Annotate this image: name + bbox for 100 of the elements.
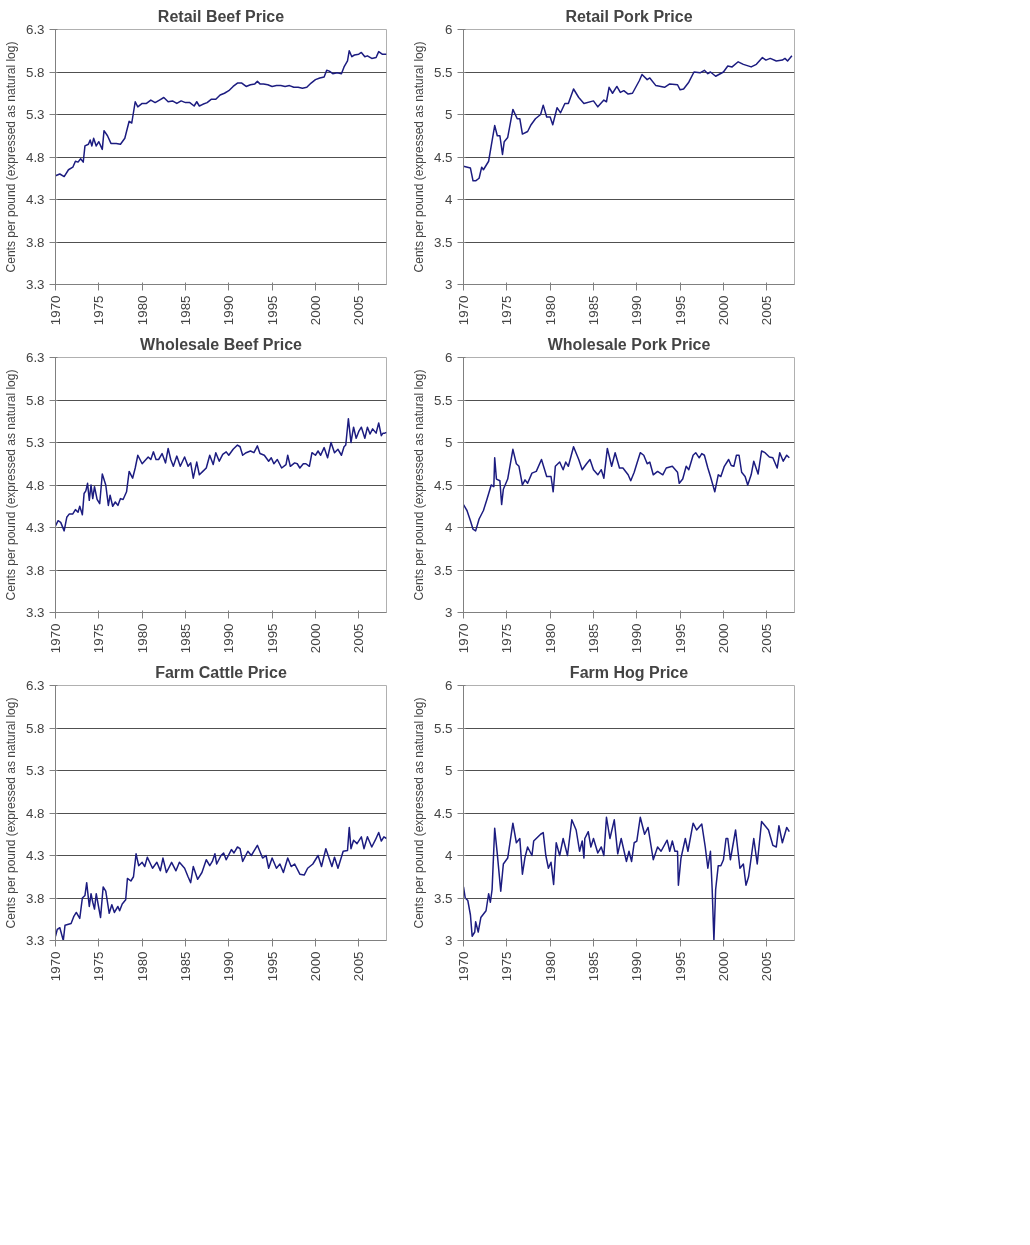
y-tick-label: 4	[445, 520, 454, 535]
x-tick-label: 1990	[629, 951, 645, 982]
chart-title: Retail Beef Price	[157, 7, 285, 25]
y-axis-title: Cents per pound (expressed as natural log)	[411, 697, 426, 929]
y-tick-label: 6.3	[25, 350, 45, 365]
y-tick-label: 5.8	[25, 64, 45, 80]
y-tick-label: 4.3	[25, 520, 45, 535]
y-tick-label: 3.5	[433, 234, 453, 250]
chart-title: Farm Hog Price	[569, 663, 689, 681]
y-tick-label: 5	[445, 763, 453, 778]
y-tick-label: 3.8	[25, 562, 45, 578]
x-tick-label: 2005	[351, 295, 367, 326]
x-tick-label: 2000	[307, 623, 323, 654]
x-tick-label: 1990	[629, 623, 645, 654]
x-tick-label: 2005	[759, 623, 775, 654]
x-tick-label: 1975	[91, 295, 107, 326]
x-tick-label: 1985	[177, 295, 193, 326]
y-tick-label: 4.5	[433, 477, 453, 493]
y-axis-title: Cents per pound (expressed as natural log)	[3, 369, 18, 601]
y-tick-label: 4.8	[25, 149, 45, 165]
y-axis-title: Cents per pound (expressed as natural log)	[411, 369, 426, 601]
x-tick-label: 1985	[585, 951, 601, 982]
x-tick-label: 2000	[307, 951, 323, 982]
x-tick-label: 1985	[177, 951, 193, 982]
y-tick-label: 3.3	[25, 933, 45, 948]
x-tick-label: 2005	[759, 951, 775, 982]
x-tick-label: 1980	[134, 295, 150, 326]
x-tick-label: 1975	[499, 623, 515, 654]
x-tick-label: 1985	[585, 623, 601, 654]
y-tick-label: 3.3	[25, 605, 45, 620]
x-tick-label: 1985	[585, 295, 601, 326]
y-tick-label: 4	[445, 848, 454, 863]
x-tick-label: 1995	[264, 951, 280, 982]
y-axis-title: Cents per pound (expressed as natural log)	[3, 41, 18, 273]
y-tick-label: 3.8	[25, 890, 45, 906]
y-tick-label: 5.8	[25, 392, 45, 408]
y-tick-label: 4.8	[25, 477, 45, 493]
x-tick-label: 2005	[759, 295, 775, 326]
y-tick-label: 3	[445, 605, 453, 620]
y-tick-label: 5.3	[25, 435, 45, 450]
y-tick-label: 4.8	[25, 805, 45, 821]
x-tick-label: 1980	[134, 623, 150, 654]
y-tick-label: 6.3	[25, 678, 45, 693]
y-tick-label: 3	[445, 277, 453, 292]
y-axis-title: Cents per pound (expressed as natural log)	[411, 41, 426, 273]
y-tick-label: 5	[445, 435, 453, 450]
x-tick-label: 1995	[264, 623, 280, 654]
x-tick-label: 2005	[351, 951, 367, 982]
x-tick-label: 1990	[221, 623, 237, 654]
y-tick-label: 4.5	[433, 805, 453, 821]
x-tick-label: 1995	[672, 295, 688, 326]
x-tick-label: 1975	[499, 295, 515, 326]
y-tick-label: 3.5	[433, 562, 453, 578]
x-tick-label: 1995	[264, 295, 280, 326]
x-tick-label: 2000	[715, 295, 731, 326]
x-tick-label: 1975	[91, 951, 107, 982]
x-tick-label: 1990	[221, 295, 237, 326]
y-tick-label: 5.3	[25, 107, 45, 122]
chart-title: Wholesale Beef Price	[140, 335, 303, 353]
y-tick-label: 6.3	[25, 22, 45, 37]
x-tick-label: 1970	[48, 295, 63, 326]
y-tick-label: 3.5	[433, 890, 453, 906]
x-tick-label: 1970	[456, 295, 471, 326]
x-tick-label: 2000	[715, 951, 731, 982]
chart-title: Wholesale Pork Price	[547, 335, 711, 353]
y-tick-label: 4.3	[25, 848, 45, 863]
x-tick-label: 1975	[91, 623, 107, 654]
chart-title: Retail Pork Price	[565, 7, 693, 25]
x-tick-label: 1970	[456, 951, 471, 982]
x-tick-label: 1980	[134, 951, 150, 982]
x-tick-label: 1995	[672, 951, 688, 982]
y-tick-label: 4.5	[433, 149, 453, 165]
y-tick-label: 6	[445, 22, 453, 37]
x-tick-label: 1970	[48, 623, 63, 654]
y-tick-label: 5.8	[25, 720, 45, 736]
x-tick-label: 1980	[542, 951, 558, 982]
y-tick-label: 5.5	[433, 392, 453, 408]
x-tick-label: 1975	[499, 951, 515, 982]
x-tick-label: 1970	[48, 951, 63, 982]
x-tick-label: 1995	[672, 623, 688, 654]
y-tick-label: 3.3	[25, 277, 45, 292]
y-tick-label: 6	[445, 350, 453, 365]
y-tick-label: 5.5	[433, 64, 453, 80]
y-axis-title: Cents per pound (expressed as natural log)	[3, 697, 18, 929]
y-tick-label: 3	[445, 933, 453, 948]
y-tick-label: 5.3	[25, 763, 45, 778]
x-tick-label: 1990	[629, 295, 645, 326]
x-tick-label: 1985	[177, 623, 193, 654]
x-tick-label: 1970	[456, 623, 471, 654]
y-tick-label: 3.8	[25, 234, 45, 250]
y-tick-label: 4.3	[25, 192, 45, 207]
x-tick-label: 1980	[542, 623, 558, 654]
chart-title: Farm Cattle Price	[155, 663, 287, 681]
x-tick-label: 1980	[542, 295, 558, 326]
x-tick-label: 2000	[715, 623, 731, 654]
x-tick-label: 2005	[351, 623, 367, 654]
y-tick-label: 4	[445, 192, 454, 207]
x-tick-label: 2000	[307, 295, 323, 326]
x-tick-label: 1990	[221, 951, 237, 982]
y-tick-label: 6	[445, 678, 453, 693]
